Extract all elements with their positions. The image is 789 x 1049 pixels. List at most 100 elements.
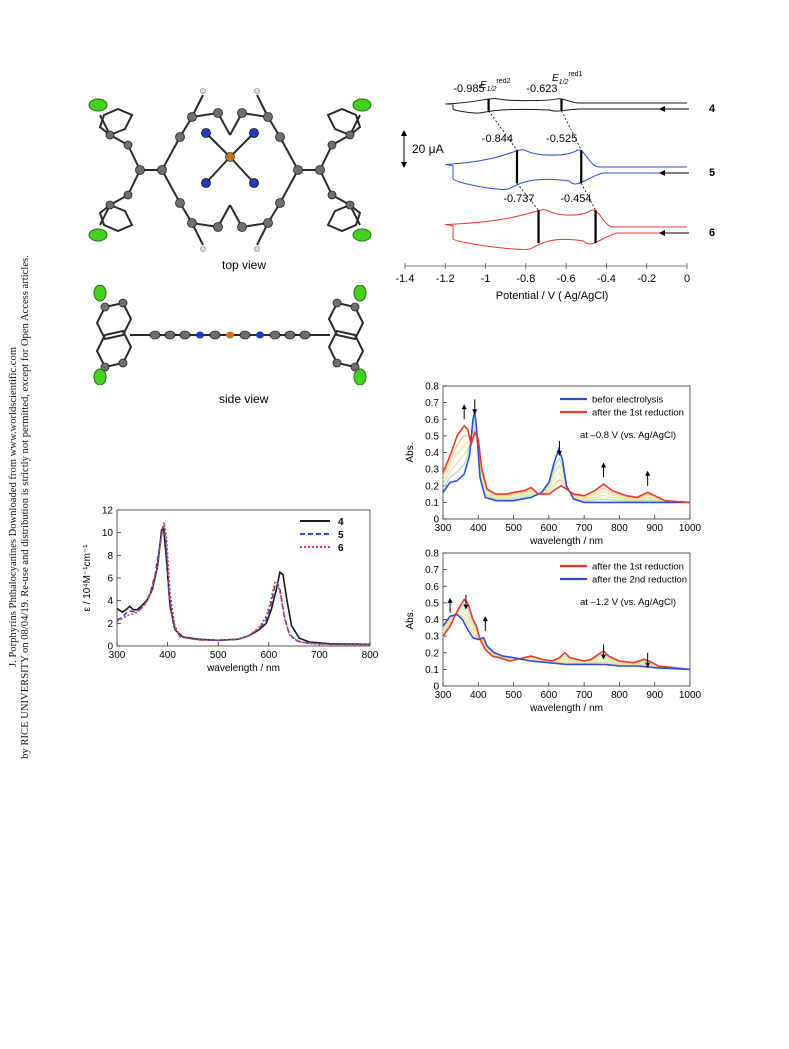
cv-peak-shift-connector: [516, 182, 539, 211]
cv-potential-label: -0.623: [526, 83, 557, 95]
change-direction-arrowhead: [472, 409, 478, 415]
cv-potential-label: -0.737: [503, 193, 534, 205]
cv-potential-label: -0.844: [482, 133, 513, 145]
cv-x-tick-label: -1.2: [436, 273, 455, 285]
y-tick-label: 0.1: [425, 498, 439, 509]
uvvis-series-5: [116, 525, 371, 646]
y-tick-label: 4: [107, 596, 113, 607]
x-tick-label: 700: [576, 523, 593, 534]
cv-compound-label: 4: [709, 103, 716, 115]
change-direction-arrowhead: [463, 604, 469, 610]
condition-label: at –0.8 V (vs. Ag/AgCl): [580, 430, 676, 441]
cv-x-ticks: -1.4 -1.2 -1 -0.8 -0.6 -0.4 -0.2 0: [396, 263, 690, 285]
x-tick-label: 400: [470, 690, 487, 701]
cv-trace-6-reverse: [452, 232, 687, 250]
spectroelectrochem-chart-second-reduction: 300 400 500 600 700 800 900 1000 0 0.1 0.2 0.3 0.4 0.…: [405, 549, 702, 715]
y-tick-label: 12: [102, 506, 114, 517]
y-axis-label: ε / 10⁴M⁻¹cm⁻¹: [82, 544, 93, 612]
x-tick-label: 800: [362, 650, 379, 661]
crystal-structure-top-view: [88, 88, 372, 252]
x-tick-label: 600: [541, 523, 558, 534]
x-tick-label: 500: [505, 523, 522, 534]
y-tick-label: 2: [107, 619, 113, 630]
y-tick-label: 0.8: [425, 382, 439, 393]
y-tick-label: 0.8: [425, 549, 439, 560]
cv-peak-shift-connector: [580, 183, 596, 211]
x-tick-label: 1000: [679, 523, 702, 534]
legend-label: 4: [338, 517, 344, 528]
change-direction-arrowhead: [447, 597, 453, 603]
cv-peak-shift-connector: [488, 110, 518, 151]
x-tick-label: 700: [311, 650, 328, 661]
x-tick-label: 400: [470, 523, 487, 534]
change-direction-arrowhead: [601, 654, 607, 660]
spectrum-series: [442, 598, 691, 671]
y-tick-label: 0.6: [425, 582, 439, 593]
y-tick-label: 0.3: [425, 465, 439, 476]
legend-label: after the 1st reduction: [592, 562, 684, 573]
cv-trace-4-reverse: [452, 108, 687, 114]
x-axis-label: wavelength / nm: [529, 536, 603, 547]
y-tick-label: 8: [107, 551, 113, 562]
cv-peak-shift-connector: [561, 110, 582, 151]
x-tick-label: 800: [611, 690, 628, 701]
uvvis-series-6: [116, 522, 371, 646]
cv-potential-label: -0.525: [546, 133, 577, 145]
scan-direction-arrowhead: [659, 170, 665, 176]
intermediate-spectrum: [442, 613, 691, 671]
absorption-spectra-chart: 300 400 500 600 700 800 0 2 4 6 8 10 12 wavelength / …: [82, 506, 379, 675]
legend-label: after the 2nd reduction: [592, 575, 687, 586]
cv-x-tick-label: 0: [684, 273, 690, 285]
x-tick-label: 600: [260, 650, 277, 661]
x-tick-label: 800: [611, 523, 628, 534]
cyclic-voltammogram-chart: -1.4 -1.2 -1 -0.8 -0.6 -0.4 -0.2 0 -0.985 -0.623…: [396, 71, 716, 302]
download-notice-line-2: by RICE UNIVERSITY on 08/04/19. Re-use a…: [20, 255, 31, 759]
condition-label: at –1.2 V (vs. Ag/AgCl): [580, 597, 676, 608]
cv-x-tick-label: -1.4: [396, 273, 415, 285]
x-axis-label: wavelength / nm: [206, 663, 280, 674]
x-tick-label: 500: [210, 650, 227, 661]
x-tick-label: 300: [435, 690, 452, 701]
y-tick-label: 0.7: [425, 398, 439, 409]
y-tick-label: 0.2: [425, 481, 439, 492]
cv-peak-labels: -0.985 -0.623 4 -0.844 -0.525 5 -0.737 -0.454 6: [453, 83, 716, 239]
x-tick-label: 300: [109, 650, 126, 661]
y-tick-label: 0: [433, 682, 439, 693]
y-tick-label: 0.7: [425, 565, 439, 576]
cv-compound-label: 6: [709, 227, 715, 239]
y-axis-label: Abs.: [405, 609, 416, 629]
x-tick-label: 700: [576, 690, 593, 701]
x-tick-label: 600: [541, 690, 558, 701]
cv-trace-5-reverse: [452, 172, 687, 190]
x-tick-label: 900: [646, 523, 663, 534]
legend-label: befor electrolysis: [592, 395, 664, 406]
y-tick-label: 0: [433, 515, 439, 526]
cv-x-tick-label: -0.8: [516, 273, 535, 285]
change-direction-arrowhead: [556, 450, 562, 456]
x-tick-label: 400: [159, 650, 176, 661]
cv-x-tick-label: -0.6: [557, 273, 576, 285]
cv-x-tick-label: -1: [481, 273, 491, 285]
change-direction-arrowhead: [601, 462, 607, 468]
y-axis-label: Abs.: [405, 442, 416, 462]
cv-x-label: Potential / V ( Ag/AgCl): [496, 290, 609, 302]
cv-x-tick-label: -0.2: [637, 273, 656, 285]
top-view-caption: top view: [222, 258, 267, 272]
spectrum-series: [442, 424, 691, 504]
y-tick-label: 0.5: [425, 431, 439, 442]
change-direction-arrowhead: [645, 662, 651, 668]
change-direction-arrowhead: [645, 470, 651, 476]
change-direction-arrowhead: [461, 404, 467, 410]
cv-potential-label: -0.454: [560, 193, 591, 205]
download-notice-line-1: J. Porphyrins Phthalocyanines Downloaded…: [8, 347, 19, 668]
cv-x-tick-label: -0.4: [597, 273, 616, 285]
scan-direction-arrowhead: [659, 230, 665, 236]
x-tick-label: 500: [505, 690, 522, 701]
crystal-structure-side-view: [93, 285, 367, 385]
y-tick-label: 0.4: [425, 448, 439, 459]
legend-label: 6: [338, 543, 344, 554]
cv-scale-bar: 20 μA: [401, 130, 444, 168]
cv-potential-label: -0.985: [453, 83, 484, 95]
y-tick-label: 0.5: [425, 598, 439, 609]
y-tick-label: 0: [107, 642, 113, 653]
